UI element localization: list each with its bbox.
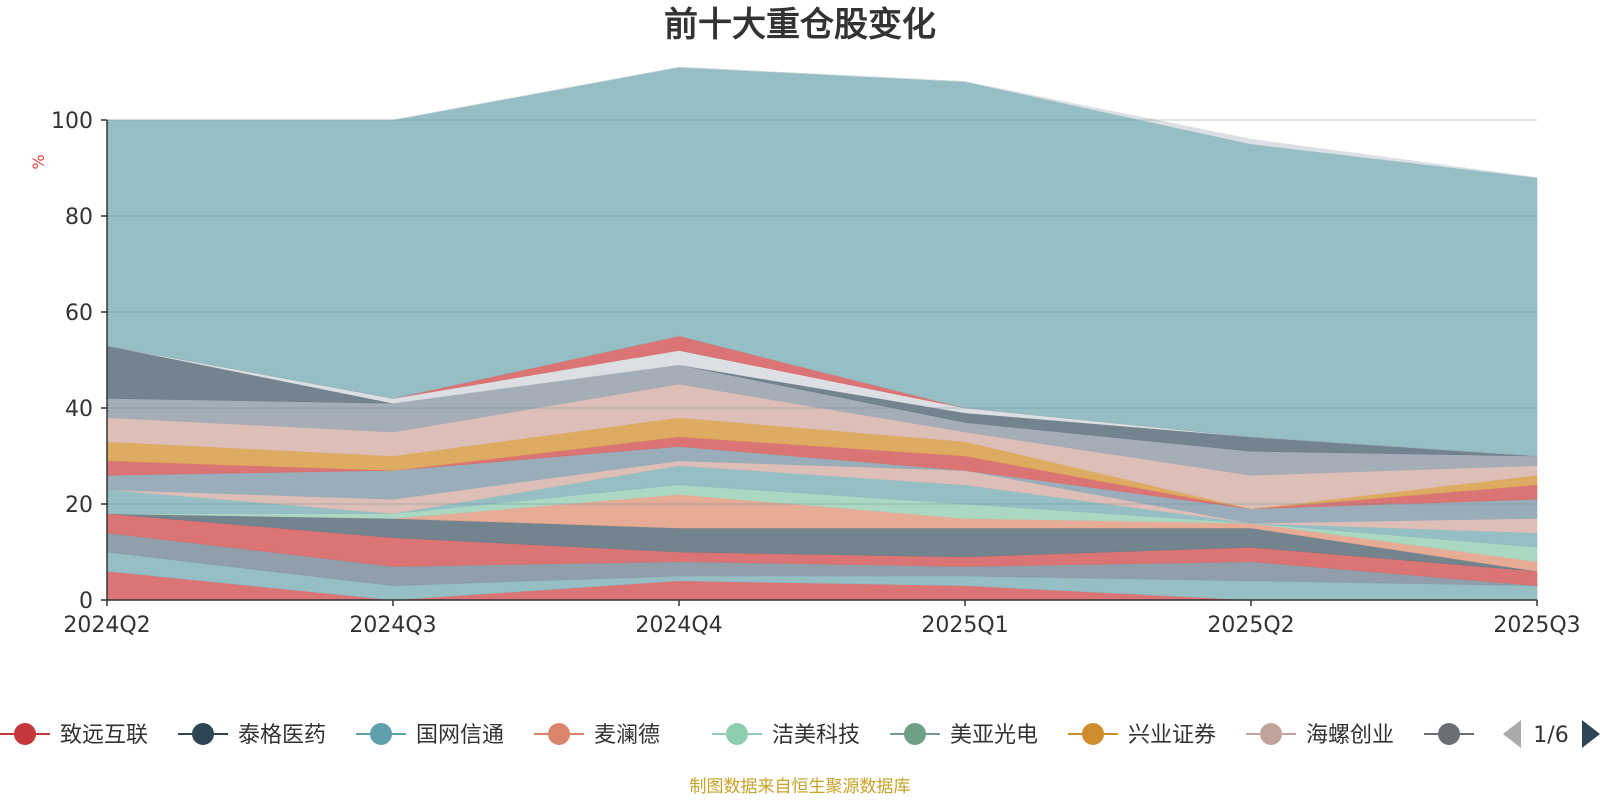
legend-item[interactable]: 麦澜德 xyxy=(534,723,660,748)
legend-marker xyxy=(548,723,570,745)
legend-marker xyxy=(14,723,36,745)
legend-marker xyxy=(370,723,392,745)
legend-label: 洁美科技 xyxy=(772,723,860,748)
x-tick-label: 2025Q1 xyxy=(921,613,1008,638)
area-layers xyxy=(106,66,1538,601)
legend-next-icon[interactable] xyxy=(1582,720,1600,748)
legend-marker xyxy=(726,723,748,745)
legend-marker xyxy=(192,723,214,745)
legend-marker xyxy=(1438,723,1460,745)
y-tick-label: 40 xyxy=(65,397,93,422)
y-tick-label: 0 xyxy=(79,589,93,614)
legend-item[interactable]: 致远互联 xyxy=(0,723,148,748)
x-tick-label: 2024Q2 xyxy=(63,613,150,638)
legend-item[interactable]: 美亚光电 xyxy=(890,723,1038,748)
grid-lines xyxy=(107,119,1537,505)
legend[interactable]: 致远互联泰格医药国网信通麦澜德洁美科技美亚光电兴业证券海螺创业光1/6 xyxy=(0,710,1600,758)
legend-label: 兴业证券 xyxy=(1128,723,1216,748)
legend-marker xyxy=(904,723,926,745)
y-tick-label: 100 xyxy=(51,109,93,134)
legend-item[interactable]: 洁美科技 xyxy=(712,723,860,748)
chart-title: 前十大重仓股变化 xyxy=(664,5,936,45)
legend-marker xyxy=(1260,723,1282,745)
x-tick-label: 2025Q2 xyxy=(1207,613,1294,638)
legend-prev-icon[interactable] xyxy=(1503,720,1521,748)
y-tick-label: 20 xyxy=(65,493,93,518)
area-series-19 xyxy=(107,66,1538,178)
legend-label: 致远互联 xyxy=(60,723,148,748)
legend-page-indicator: 1/6 xyxy=(1533,723,1568,748)
y-tick-label: 60 xyxy=(65,301,93,326)
source-note: 制图数据来自恒生聚源数据库 xyxy=(690,777,911,797)
legend-label: 泰格医药 xyxy=(238,723,326,748)
legend-item[interactable]: 海螺创业 xyxy=(1246,723,1394,748)
axes: 0 20 40 60 80 100 2024Q2 2024Q3 2024Q4 2025Q1 2025… xyxy=(51,109,1581,638)
legend-item[interactable]: 兴业证券 xyxy=(1068,723,1216,748)
legend-label: 美亚光电 xyxy=(950,723,1038,748)
legend-item[interactable]: 泰格医药 xyxy=(178,723,326,748)
legend-label: 国网信通 xyxy=(416,723,504,748)
x-tick-label: 2025Q3 xyxy=(1493,613,1580,638)
legend-label: 麦澜德 xyxy=(594,723,660,748)
y-tick-label: 80 xyxy=(65,205,93,230)
legend-item[interactable]: 国网信通 xyxy=(356,723,504,748)
legend-label: 海螺创业 xyxy=(1306,723,1394,748)
x-tick-label: 2024Q3 xyxy=(349,613,436,638)
x-tick-label: 2024Q4 xyxy=(635,613,722,638)
legend-marker xyxy=(1082,723,1104,745)
y-axis-unit: % xyxy=(29,154,48,169)
